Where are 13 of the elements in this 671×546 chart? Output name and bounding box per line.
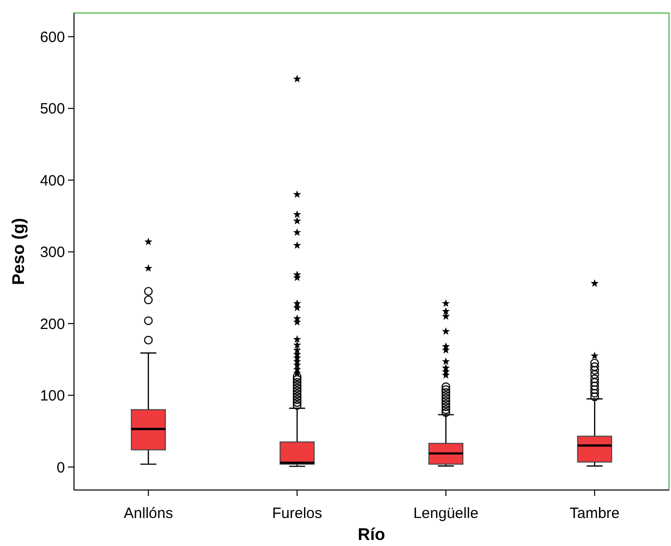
y-tick-label: 300: [40, 244, 65, 262]
y-tick-label: 400: [40, 172, 65, 190]
y-tick-label: 200: [40, 316, 65, 333]
y-axis-title: Peso (g): [9, 218, 28, 286]
y-tick-label: 500: [40, 100, 65, 118]
x-axis-title: Río: [358, 525, 386, 544]
y-tick-label: 100: [40, 388, 65, 405]
y-tick-label: 600: [40, 28, 65, 46]
x-tick-label: Tambre: [570, 505, 620, 522]
y-tick-label: 0: [56, 459, 65, 476]
x-tick-label: Anllóns: [124, 505, 173, 522]
x-tick-label: Furelos: [272, 505, 322, 522]
x-tick-label: Lengüelle: [413, 505, 478, 522]
